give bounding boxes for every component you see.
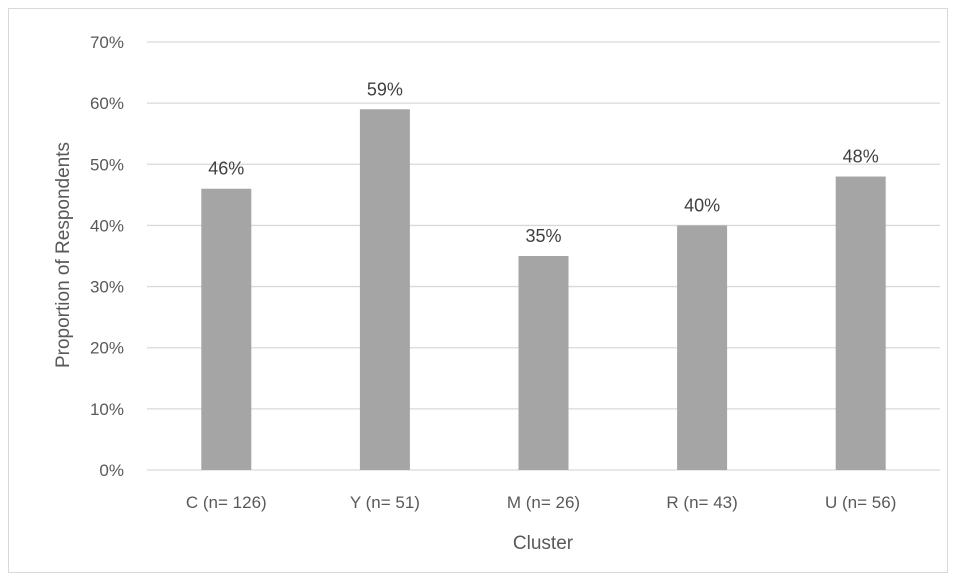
y-tick-label: 20% bbox=[90, 339, 124, 358]
x-category-label: U (n= 56) bbox=[825, 493, 896, 512]
y-tick-label: 60% bbox=[90, 94, 124, 113]
x-axis-categories: C (n= 126) Y (n= 51) M (n= 26) R (n= 43) U (… bbox=[186, 493, 896, 512]
y-tick-label: 50% bbox=[90, 155, 124, 174]
y-tick-label: 0% bbox=[99, 461, 124, 480]
x-category-label: M (n= 26) bbox=[507, 493, 580, 512]
bars bbox=[201, 109, 886, 470]
chart-frame bbox=[8, 8, 948, 573]
gridlines bbox=[147, 41, 940, 471]
data-label: 35% bbox=[525, 226, 561, 246]
y-tick-label: 40% bbox=[90, 216, 124, 235]
y-axis-title: Proportion of Respondents bbox=[53, 142, 74, 368]
bar bbox=[835, 176, 886, 470]
data-label: 48% bbox=[843, 147, 879, 167]
bar bbox=[201, 188, 252, 470]
y-tick-label: 10% bbox=[90, 400, 124, 419]
bar bbox=[518, 256, 569, 470]
x-category-label: C (n= 126) bbox=[186, 493, 267, 512]
data-label: 40% bbox=[684, 195, 720, 215]
bar bbox=[359, 109, 410, 470]
data-label: 59% bbox=[367, 79, 403, 99]
x-axis-title: Cluster bbox=[513, 533, 574, 554]
data-labels: 46% 59% 35% 40% 48% bbox=[208, 79, 878, 246]
x-category-label: R (n= 43) bbox=[666, 493, 737, 512]
y-tick-label: 30% bbox=[90, 278, 124, 297]
y-axis-ticks: 0% 10% 20% 30% 40% 50% 60% 70% bbox=[90, 33, 124, 480]
x-category-label: Y (n= 51) bbox=[350, 493, 420, 512]
bar bbox=[677, 225, 728, 470]
y-tick-label: 70% bbox=[90, 33, 124, 52]
data-label: 46% bbox=[208, 159, 244, 179]
